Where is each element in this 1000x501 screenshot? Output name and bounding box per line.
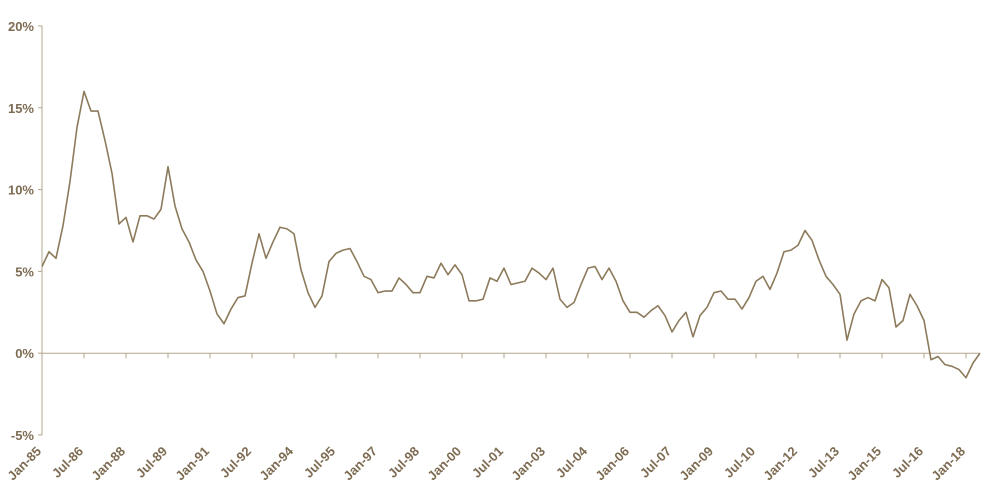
x-tick-label: Jan-03 (508, 444, 548, 484)
y-tick-label: 20% (8, 19, 34, 34)
data-line (41, 90, 981, 379)
x-tick-label: Jul-07 (637, 444, 674, 481)
x-tick-label: Jan-85 (4, 444, 44, 484)
x-tick-label: Jan-15 (844, 444, 884, 484)
x-tick-label: Jan-88 (88, 444, 128, 484)
x-tick-label: Jul-98 (385, 444, 422, 481)
x-tick-label: Jul-10 (721, 444, 758, 481)
x-tick-label: Jul-13 (805, 444, 842, 481)
y-tick-label: 0% (15, 346, 34, 361)
x-tick-label: Jan-18 (928, 444, 968, 484)
x-tick-label: Jul-89 (133, 444, 170, 481)
y-tick-label: -5% (11, 428, 35, 443)
x-tick-label: Jul-95 (301, 444, 338, 481)
x-tick-label: Jan-00 (424, 444, 464, 484)
x-tick-label: Jul-04 (553, 443, 591, 481)
y-tick-label: 10% (8, 183, 34, 198)
x-tick-label: Jul-86 (49, 444, 86, 481)
x-tick-label: Jan-97 (340, 444, 380, 484)
y-tick-label: 15% (8, 101, 34, 116)
x-tick-label: Jan-94 (256, 443, 296, 483)
x-tick-label: Jul-01 (469, 444, 506, 481)
x-tick-label: Jan-09 (676, 444, 716, 484)
x-tick-label: Jul-92 (217, 444, 254, 481)
x-tick-label: Jul-16 (889, 444, 926, 481)
y-tick-label: 5% (15, 264, 34, 279)
x-tick-label: Jan-12 (760, 444, 800, 484)
x-tick-label: Jan-91 (172, 444, 212, 484)
x-tick-label: Jan-06 (592, 444, 632, 484)
